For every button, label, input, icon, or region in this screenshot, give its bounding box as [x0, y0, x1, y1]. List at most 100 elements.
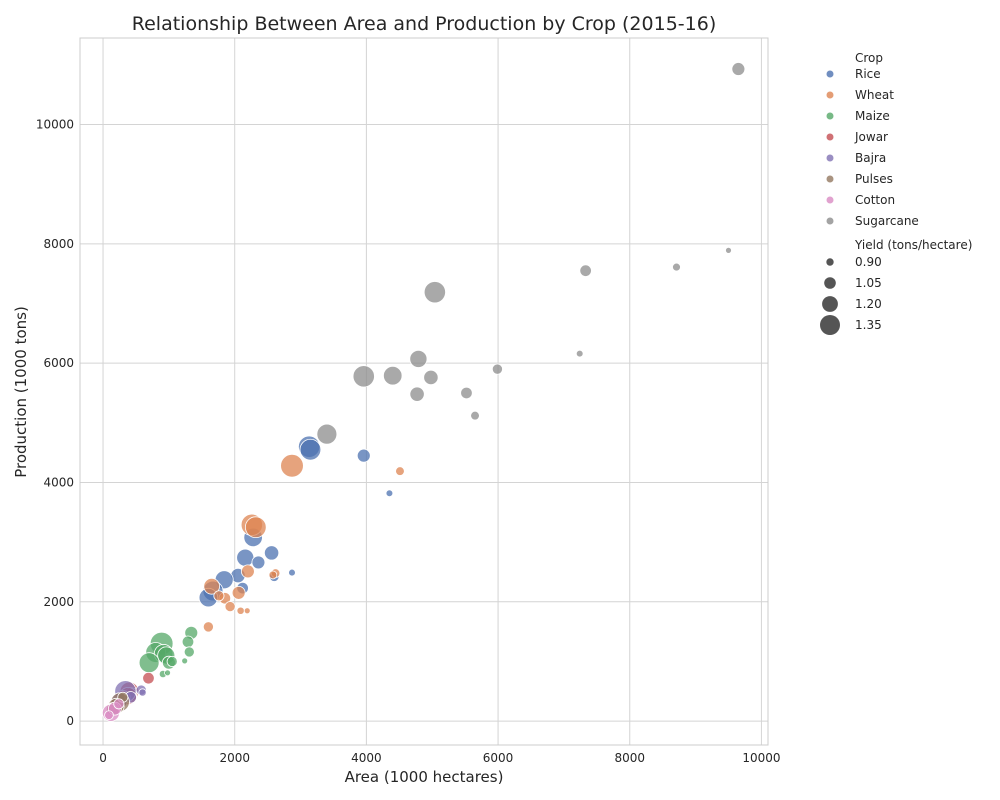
legend-size-label: 0.90 [855, 255, 882, 269]
data-point-jowar [142, 671, 155, 685]
legend-marker [826, 133, 834, 141]
data-point-sugarcane [423, 369, 439, 386]
y-tick-label: 0 [66, 714, 74, 728]
data-point-wheat [231, 585, 246, 600]
legend-item-maize: Maize [826, 109, 890, 123]
legend-size-item: 1.35 [820, 315, 882, 335]
legend-label: Maize [855, 109, 890, 123]
x-tick-label: 2000 [219, 751, 250, 765]
legend-size-item: 0.90 [826, 255, 882, 269]
x-axis-label: Area (1000 hectares) [345, 768, 504, 786]
y-tick-label: 6000 [43, 356, 74, 370]
data-point-cotton [104, 710, 114, 720]
legend-label: Wheat [855, 88, 894, 102]
data-point-sugarcane [725, 246, 732, 254]
data-point-bajra [138, 688, 147, 697]
legend-label: Cotton [855, 193, 895, 207]
x-tick-label: 10000 [742, 751, 780, 765]
legend-size-marker [820, 315, 840, 335]
data-point-sugarcane [491, 363, 503, 375]
data-point-maize [181, 635, 195, 648]
data-point-wheat [203, 577, 220, 595]
data-point-sugarcane [470, 410, 480, 421]
data-point-wheat [236, 606, 245, 615]
data-point-sugarcane [409, 386, 425, 402]
legend-marker [826, 70, 834, 78]
data-point-maize [164, 669, 171, 677]
data-point-wheat [280, 453, 304, 478]
legend-item-wheat: Wheat [826, 88, 894, 102]
legend-size-title: Yield (tons/hectare) [854, 238, 972, 252]
legend-size-label: 1.35 [855, 318, 882, 332]
x-tick-label: 8000 [614, 751, 645, 765]
legend-size-marker [822, 296, 838, 312]
legend-hue-items: Rice Wheat Maize Jowar Bajra Pulses Cotton Suga… [826, 67, 919, 228]
legend-hue-title: Crop [855, 51, 883, 65]
data-point-wheat [395, 466, 405, 476]
series-maize [138, 625, 199, 679]
legend-marker [826, 154, 834, 162]
legend-label: Pulses [855, 172, 893, 186]
data-point-rice [251, 555, 266, 570]
data-point-sugarcane [423, 281, 446, 304]
legend-label: Sugarcane [855, 214, 919, 228]
x-tick-label: 6000 [483, 751, 514, 765]
plot-frame [79, 37, 769, 746]
data-point-sugarcane [352, 365, 375, 388]
legend-item-cotton: Cotton [826, 193, 895, 207]
legend-size-item: 1.05 [824, 276, 882, 290]
series-cotton [101, 698, 125, 722]
y-tick-label: 2000 [43, 595, 74, 609]
y-tick-label: 10000 [36, 118, 74, 132]
data-point-maize [138, 652, 160, 674]
data-point-cotton [113, 698, 125, 710]
y-tick-label: 8000 [43, 237, 74, 251]
points-layer [101, 62, 746, 722]
x-tick-label: 4000 [351, 751, 382, 765]
chart-title: Relationship Between Area and Production… [132, 13, 716, 35]
data-point-wheat [240, 564, 255, 579]
legend-item-bajra: Bajra [826, 151, 886, 165]
legend-marker [826, 91, 834, 99]
data-point-wheat [268, 570, 278, 580]
legend-label: Jowar [854, 130, 888, 144]
data-point-rice [356, 448, 371, 463]
legend-marker [826, 196, 834, 204]
data-point-sugarcane [731, 62, 746, 76]
x-tick-label: 0 [99, 751, 107, 765]
legend-size-item: 1.20 [822, 296, 882, 312]
legend: Crop Rice Wheat Maize Jowar Bajra Pulses Cotto… [820, 51, 972, 335]
data-point-sugarcane [672, 262, 681, 272]
legend-label: Rice [855, 67, 881, 81]
data-point-sugarcane [575, 349, 584, 358]
legend-marker [826, 217, 834, 225]
data-point-wheat [243, 607, 251, 615]
data-point-sugarcane [383, 365, 403, 386]
data-point-rice [299, 438, 322, 461]
data-point-rice [236, 548, 255, 567]
data-point-sugarcane [579, 264, 592, 277]
data-point-sugarcane [316, 423, 338, 445]
data-point-rice [263, 545, 280, 561]
legend-size-marker [826, 258, 834, 266]
data-point-maize [183, 646, 195, 658]
data-point-rice [288, 568, 296, 577]
data-point-maize [166, 655, 178, 667]
legend-item-rice: Rice [826, 67, 881, 81]
y-tick-label: 4000 [43, 475, 74, 489]
ticks-layer: 0 2000 4000 6000 8000 10000 0 2000 4000 6000 8000 1… [36, 118, 781, 765]
legend-size-items: 0.90 1.05 1.20 1.35 [820, 255, 882, 335]
series-sugarcane [316, 62, 746, 445]
legend-size-label: 1.20 [855, 297, 882, 311]
legend-item-pulses: Pulses [826, 172, 893, 186]
data-point-rice [385, 489, 394, 498]
legend-label: Bajra [855, 151, 886, 165]
legend-size-label: 1.05 [855, 276, 882, 290]
data-point-maize [181, 657, 189, 665]
data-point-wheat [224, 601, 236, 613]
data-point-sugarcane [460, 386, 473, 400]
y-axis-label: Production (1000 tons) [12, 306, 30, 478]
legend-marker [826, 175, 834, 183]
